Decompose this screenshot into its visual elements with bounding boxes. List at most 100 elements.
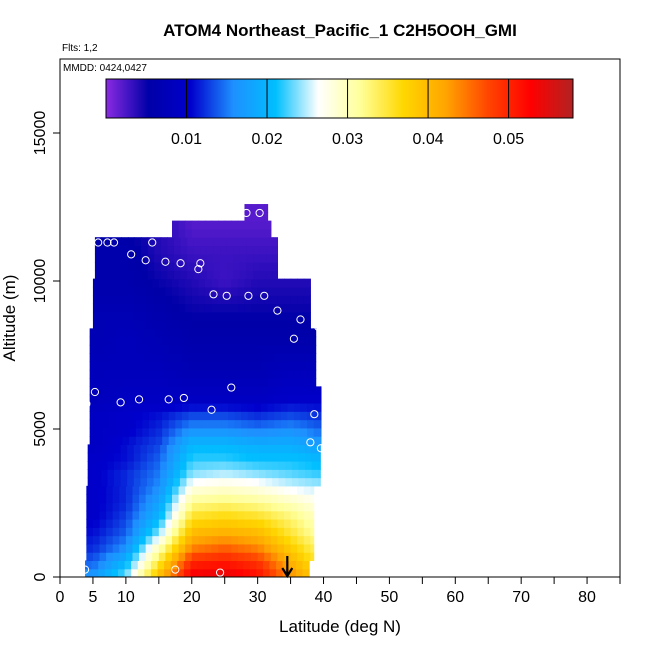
heatmap-cell-1306 bbox=[226, 262, 234, 271]
heatmap-cell-268 bbox=[251, 510, 259, 520]
colorbar: 0.01 0.02 0.03 0.04 0.05 bbox=[105, 78, 574, 148]
heatmap-cell-849 bbox=[313, 378, 317, 387]
heatmap-cell-653 bbox=[208, 419, 216, 429]
heatmap-cell-192 bbox=[211, 527, 219, 537]
heatmap-cell-906 bbox=[228, 361, 236, 371]
heatmap-cell-310 bbox=[297, 502, 305, 512]
colorbar-tick-label-4: 0.05 bbox=[493, 131, 524, 148]
heatmap-cell-1375 bbox=[127, 237, 136, 247]
heatmap-cell-156 bbox=[204, 535, 213, 545]
heatmap-cell-663 bbox=[274, 419, 282, 429]
heatmap-cell-242 bbox=[310, 518, 315, 528]
heatmap-cell-1352 bbox=[160, 245, 168, 255]
heatmap-cell-1108 bbox=[191, 311, 199, 321]
heatmap-cell-1222 bbox=[290, 286, 298, 296]
heatmap-cell-430 bbox=[160, 469, 168, 479]
heatmap-cell-205 bbox=[297, 527, 305, 537]
colorbar-tick-label-1: 0.02 bbox=[251, 131, 282, 148]
heatmap-cell-1343 bbox=[101, 245, 109, 255]
plot-frame bbox=[59, 58, 621, 578]
heatmap-cell-966 bbox=[162, 344, 170, 354]
heatmap-cell-1162 bbox=[112, 295, 120, 305]
heatmap-cell-707 bbox=[89, 402, 97, 412]
heatmap-cell-330 bbox=[198, 494, 206, 504]
heatmap-cell-432 bbox=[173, 469, 181, 479]
heatmap-cell-1197 bbox=[125, 286, 134, 296]
heatmap-cell-288 bbox=[152, 502, 160, 512]
heatmap-cell-1086 bbox=[264, 320, 272, 329]
heatmap-cell-419 bbox=[87, 469, 95, 479]
heatmap-cell-870 bbox=[221, 369, 229, 379]
heatmap-cell-1246 bbox=[231, 278, 239, 288]
heatmap-cell-1248 bbox=[244, 278, 252, 288]
heatmap-cell-106 bbox=[106, 543, 114, 553]
heatmap-cell-845 bbox=[287, 378, 295, 387]
heatmap-cell-998 bbox=[142, 336, 150, 346]
heatmap-cell-431 bbox=[166, 469, 174, 479]
heatmap-cell-497 bbox=[127, 452, 135, 462]
heatmap-cell-956 bbox=[96, 344, 104, 354]
heatmap-cell-1012 bbox=[234, 336, 242, 346]
heatmap-cell-941 bbox=[228, 353, 236, 363]
heatmap-cell-264 bbox=[224, 510, 232, 520]
heatmap-cell-655 bbox=[221, 419, 229, 429]
heatmap-cell-592 bbox=[280, 436, 288, 445]
heatmap-cell-280 bbox=[99, 502, 107, 512]
heatmap-cell-688 bbox=[201, 411, 209, 421]
heatmap-cell-603 bbox=[116, 427, 124, 437]
heatmap-cell-929 bbox=[148, 353, 157, 363]
heatmap-cell-724 bbox=[201, 402, 209, 412]
heatmap-cell-293 bbox=[185, 502, 193, 512]
heatmap-cell-723 bbox=[195, 402, 203, 412]
heatmap-cell-103 bbox=[86, 543, 94, 553]
heatmap-cell-402 bbox=[212, 477, 221, 487]
heatmap-cell-1423 bbox=[237, 220, 246, 230]
heatmap-cell-376 bbox=[270, 485, 279, 495]
heatmap-cell-963 bbox=[142, 344, 150, 354]
heatmap-cell-1273 bbox=[193, 270, 201, 280]
heatmap-cell-664 bbox=[280, 419, 288, 429]
heatmap-cell-1433 bbox=[251, 204, 259, 213]
heatmap-cell-409 bbox=[258, 477, 267, 487]
heatmap-cell-1223 bbox=[297, 286, 305, 296]
heatmap-cell-1414 bbox=[178, 220, 186, 230]
heatmap-cell-947 bbox=[267, 353, 275, 363]
heatmap-cell-328 bbox=[185, 494, 193, 504]
heatmap-cell-1243 bbox=[211, 278, 219, 288]
heatmap-cell-822 bbox=[135, 378, 143, 387]
heatmap-cell-1278 bbox=[226, 270, 234, 280]
flight-point-31 bbox=[310, 410, 319, 419]
heatmap-cell-1176 bbox=[204, 295, 213, 305]
flight-point-13 bbox=[171, 565, 180, 574]
heatmap-cell-1196 bbox=[119, 286, 127, 296]
heatmap-cell-924 bbox=[116, 353, 124, 363]
heatmap-cell-626 bbox=[267, 427, 275, 437]
flight-point-17 bbox=[196, 259, 205, 268]
heatmap-cell-1117 bbox=[251, 311, 259, 321]
heatmap-cell-207 bbox=[310, 527, 315, 537]
heatmap-cell-1403 bbox=[204, 228, 213, 238]
heatmap-cell-805 bbox=[260, 386, 269, 396]
heatmap-cell-196 bbox=[237, 527, 246, 537]
heatmap-cell-573 bbox=[155, 436, 163, 445]
heatmap-cell-382 bbox=[310, 485, 315, 495]
heatmap-cell-733 bbox=[260, 402, 269, 412]
heatmap-cell-519 bbox=[272, 452, 280, 462]
heatmap-cell-566 bbox=[109, 436, 117, 445]
heatmap-cell-399 bbox=[193, 477, 201, 487]
heatmap-cell-719 bbox=[168, 402, 176, 412]
heatmap-cell-300 bbox=[231, 502, 239, 512]
heatmap-cell-862 bbox=[168, 369, 176, 379]
heatmap-cell-1302 bbox=[200, 262, 208, 271]
heatmap-cell-395 bbox=[166, 477, 174, 487]
heatmap-cell-1285 bbox=[272, 270, 279, 280]
heatmap-cell-758 bbox=[188, 394, 196, 404]
heatmap-cell-771 bbox=[274, 394, 282, 404]
heatmap-cell-160 bbox=[231, 535, 239, 545]
heatmap-cell-36 bbox=[98, 560, 106, 570]
heatmap-cell-761 bbox=[208, 394, 216, 404]
heatmap-cell-1006 bbox=[195, 336, 203, 346]
heatmap-cell-172 bbox=[310, 535, 315, 545]
heatmap-cell-794 bbox=[188, 386, 196, 396]
heatmap-cell-645 bbox=[155, 419, 163, 429]
